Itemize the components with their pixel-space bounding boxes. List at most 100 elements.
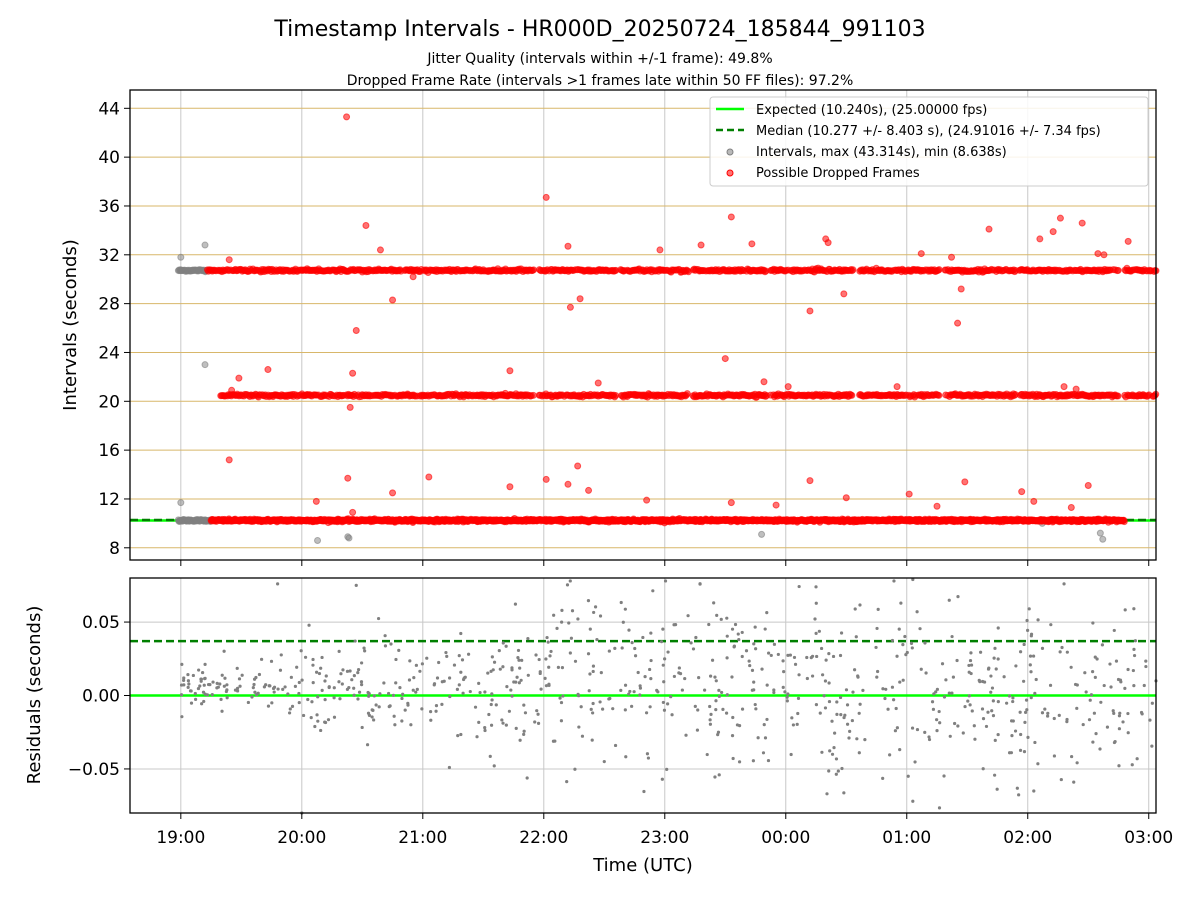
dropped-frame-point <box>905 490 913 498</box>
residual-point <box>1132 684 1136 688</box>
residual-point <box>515 675 519 679</box>
residual-point <box>813 617 817 621</box>
residual-point <box>1052 716 1056 721</box>
residual-point <box>740 707 745 711</box>
residual-point <box>1033 691 1037 695</box>
residual-point <box>189 701 194 705</box>
dropped-frame-point <box>566 303 574 311</box>
dropped-frame-point <box>1100 251 1108 259</box>
residual-point <box>1084 690 1088 694</box>
dropped-frame-point <box>806 477 814 485</box>
residual-point <box>893 729 898 733</box>
residual-point <box>492 660 497 664</box>
residual-point <box>874 645 878 650</box>
residual-point <box>993 738 997 742</box>
residual-point <box>315 670 319 674</box>
residual-point <box>990 709 994 713</box>
residual-point <box>352 693 356 697</box>
residual-point <box>735 723 740 727</box>
residual-point <box>434 709 438 713</box>
residual-point <box>567 621 571 625</box>
residual-point <box>881 687 885 691</box>
residual-point <box>400 719 404 723</box>
interval-point <box>189 267 197 275</box>
residual-point <box>367 694 371 698</box>
residual-point <box>748 663 752 668</box>
residual-point <box>630 641 634 645</box>
residual-point <box>842 791 846 795</box>
residual-point <box>725 616 729 620</box>
residual-point <box>980 707 985 711</box>
residual-point <box>662 708 667 712</box>
residual-point <box>215 681 219 685</box>
residual-point <box>526 673 530 677</box>
residual-point <box>1010 734 1014 738</box>
residual-point <box>411 688 415 692</box>
residual-point <box>1029 634 1033 638</box>
residual-point <box>539 687 543 691</box>
residual-point <box>580 734 585 738</box>
residual-point <box>276 687 280 691</box>
residual-point <box>536 721 541 725</box>
top-points <box>174 113 1160 544</box>
residual-point <box>796 711 800 716</box>
residual-point <box>677 671 681 675</box>
residual-point <box>633 654 638 658</box>
residual-point <box>769 653 773 658</box>
residual-point <box>881 776 885 780</box>
residual-point <box>387 705 391 709</box>
residual-point <box>763 627 767 631</box>
residual-point <box>791 723 795 727</box>
residual-point <box>934 690 938 694</box>
residual-point <box>255 692 259 697</box>
residual-point <box>327 685 331 690</box>
residual-point <box>420 707 424 711</box>
residual-point <box>991 713 996 718</box>
interval-point <box>183 267 191 275</box>
residual-point <box>858 603 862 607</box>
residual-point <box>1119 680 1123 684</box>
residual-point <box>219 697 223 701</box>
residual-point <box>365 743 370 747</box>
dropped-frame-point <box>225 456 233 464</box>
residual-point <box>414 690 418 694</box>
residual-point <box>661 700 665 705</box>
residual-point <box>445 654 449 658</box>
residual-point <box>1032 789 1036 793</box>
residual-point <box>403 708 407 712</box>
residual-point <box>478 690 482 695</box>
residual-point <box>632 690 636 694</box>
residual-point <box>814 601 818 605</box>
residual-point <box>972 724 976 728</box>
residual-point <box>669 695 673 699</box>
dropped-frame-point <box>849 266 857 274</box>
residual-point <box>504 723 508 727</box>
residual-point <box>220 709 224 713</box>
residual-point <box>683 676 687 681</box>
residual-point <box>514 726 518 730</box>
residual-point <box>1069 665 1073 669</box>
residual-point <box>323 698 327 702</box>
residual-point <box>522 732 526 737</box>
residual-point <box>930 700 935 704</box>
residual-point <box>1126 711 1130 716</box>
dropped-frame-point <box>806 307 814 315</box>
residual-point <box>546 640 550 644</box>
residual-point <box>1058 650 1062 654</box>
residual-point <box>517 681 521 685</box>
residual-point <box>374 703 378 707</box>
residual-point <box>820 750 824 754</box>
residual-point <box>756 736 760 740</box>
residual-point <box>797 584 801 589</box>
residual-point <box>223 676 227 680</box>
residual-point <box>360 725 364 730</box>
residual-point <box>591 701 595 706</box>
bottom-ytick-label: 0.05 <box>82 613 120 633</box>
residual-point <box>709 712 713 716</box>
interval-point <box>201 241 209 249</box>
residual-point <box>592 610 596 615</box>
residual-point <box>516 648 521 653</box>
residual-point <box>319 666 323 670</box>
residual-point <box>510 694 514 698</box>
residual-point <box>627 628 631 632</box>
